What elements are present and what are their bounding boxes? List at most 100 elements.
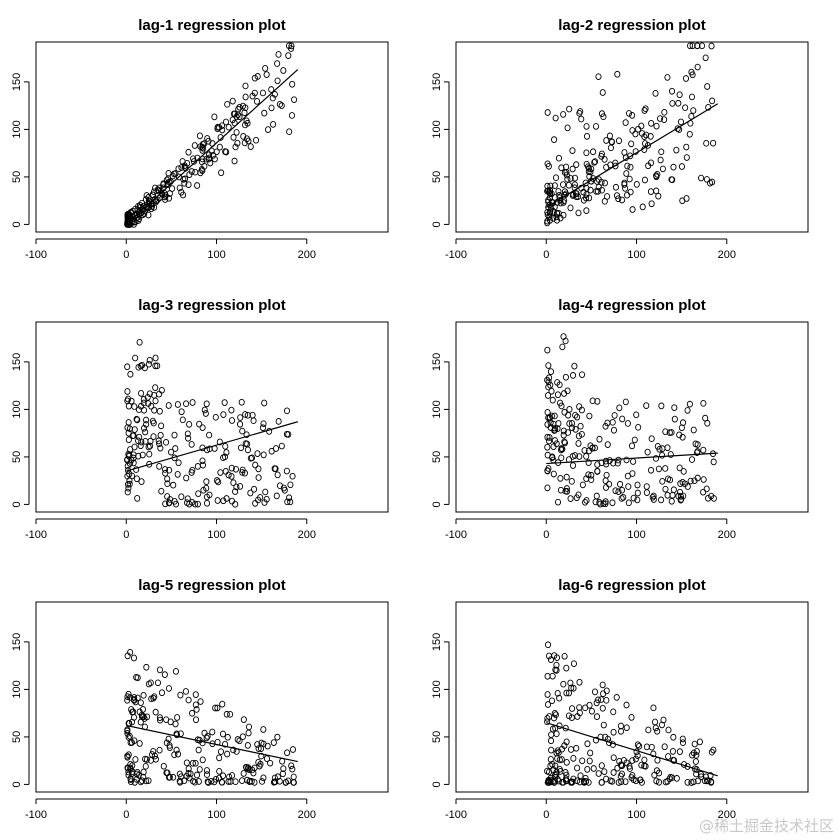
scatter-point <box>225 123 232 131</box>
scatter-point <box>599 704 606 712</box>
scatter-point <box>234 139 241 147</box>
scatter-point <box>254 450 261 457</box>
scatter-points <box>544 641 717 786</box>
scatter-point <box>598 186 605 194</box>
scatter-point <box>239 469 246 476</box>
scatter-point <box>593 492 600 500</box>
scatter-point <box>619 415 626 423</box>
y-tick-label: 100 <box>11 120 23 138</box>
scatter-point <box>152 384 159 391</box>
scatter-point <box>559 445 566 453</box>
scatter-point <box>586 447 593 455</box>
scatter-point <box>171 431 178 439</box>
scatter-point <box>569 462 577 469</box>
scatter-point <box>157 444 164 452</box>
scatter-point <box>270 121 277 128</box>
scatter-point <box>629 127 636 134</box>
x-tick-label: -100 <box>25 529 47 541</box>
scatter-point <box>252 499 259 507</box>
scatter-point <box>661 116 668 123</box>
scatter-point <box>136 708 143 716</box>
scatter-point <box>205 155 212 163</box>
scatter-point <box>583 149 590 157</box>
scatter-point <box>595 696 602 704</box>
scatter-point <box>274 471 281 479</box>
scatter-point <box>564 124 571 132</box>
scatter-point <box>215 478 222 486</box>
scatter-point <box>197 698 204 705</box>
scatter-point <box>231 110 238 118</box>
scatter-point <box>565 411 572 419</box>
scatter-point <box>234 736 241 743</box>
scatter-point <box>285 431 292 438</box>
scatter-point <box>598 762 605 769</box>
scatter-point <box>544 421 551 428</box>
scatter-point <box>627 152 634 160</box>
scatter-point <box>594 188 601 195</box>
scatter-point <box>222 468 229 475</box>
scatter-point <box>572 411 579 419</box>
scatter-point <box>204 778 211 786</box>
scatter-point <box>585 459 592 467</box>
scatter-point <box>647 133 654 140</box>
scatter-points <box>124 338 296 508</box>
scatter-point <box>557 768 564 775</box>
scatter-point <box>591 159 598 166</box>
scatter-point <box>570 660 577 668</box>
scatter-point <box>288 762 295 770</box>
scatter-point <box>193 706 200 713</box>
scatter-point <box>673 146 680 154</box>
scatter-point <box>193 771 201 779</box>
scatter-point <box>186 171 193 178</box>
scatter-point <box>561 439 569 447</box>
scatter-point <box>146 390 153 398</box>
scatter-point <box>641 140 649 147</box>
scatter-point <box>133 775 140 783</box>
scatter-point <box>658 721 666 729</box>
lag-plot-panel-3: lag-3 regression plot -100 0 100 200 0 50 100 15… <box>0 280 420 560</box>
scatter-point <box>189 759 196 767</box>
scatter-points <box>544 333 717 508</box>
y-tick-label: 0 <box>431 781 443 787</box>
scatter-point <box>551 710 558 717</box>
scatter-point <box>125 452 132 460</box>
scatter-point <box>703 485 710 493</box>
scatter-point <box>241 469 248 477</box>
scatter-point <box>224 750 231 758</box>
scatter-point <box>163 739 170 747</box>
y-tick-label: 150 <box>431 633 443 651</box>
scatter-point <box>624 191 631 199</box>
scatter-point <box>587 168 594 176</box>
plot-title: lag-4 regression plot <box>558 297 706 314</box>
scatter-point <box>579 757 586 765</box>
scatter-point <box>571 174 578 182</box>
x-tick-label: 200 <box>298 809 316 821</box>
scatter-point <box>244 411 251 419</box>
scatter-point <box>130 714 138 721</box>
scatter-point <box>591 688 599 696</box>
scatter-point <box>569 372 577 379</box>
scatter-point <box>192 701 199 709</box>
scatter-point <box>222 442 229 450</box>
scatter-point <box>261 109 268 117</box>
scatter-point <box>263 71 270 78</box>
scatter-point <box>629 772 636 779</box>
scatter-point <box>259 424 266 432</box>
scatter-point <box>185 434 192 442</box>
scatter-point <box>603 687 610 695</box>
scatter-point <box>251 485 258 493</box>
scatter-point <box>269 94 276 102</box>
scatter-point <box>206 491 213 499</box>
scatter-point <box>684 407 691 414</box>
scatter-point <box>612 162 619 170</box>
x-tick-label: -100 <box>25 809 47 821</box>
scatter-point <box>677 496 684 504</box>
scatter-point <box>576 778 583 786</box>
scatter-point <box>209 728 216 736</box>
scatter-point <box>582 498 589 506</box>
scatter-point <box>158 422 165 430</box>
scatter-point <box>668 87 676 95</box>
scatter-point <box>185 696 192 704</box>
scatter-point <box>245 723 253 731</box>
